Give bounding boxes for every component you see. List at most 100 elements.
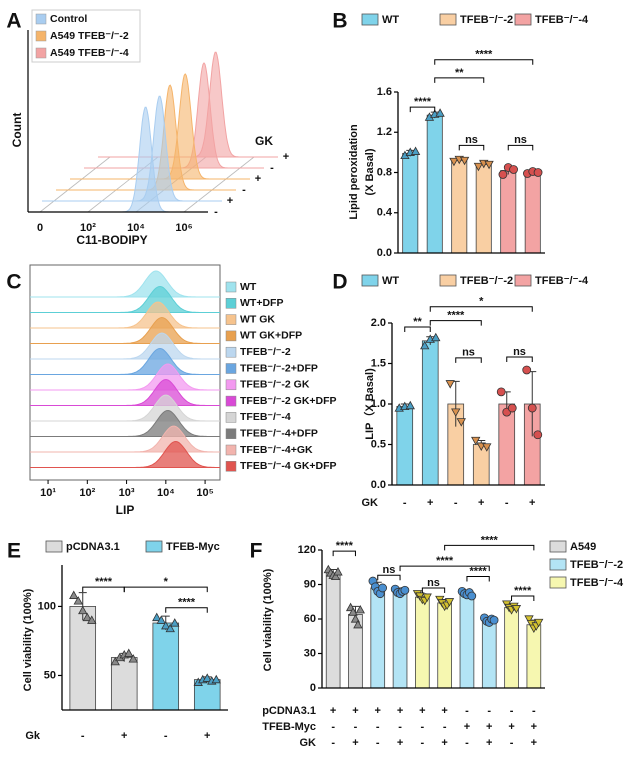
significance-bracket xyxy=(466,575,490,582)
legend-swatch xyxy=(361,13,379,26)
x-tick-label: 10⁴ xyxy=(157,487,175,499)
data-point xyxy=(496,387,506,397)
significance-bracket xyxy=(434,77,485,83)
panel-letter: E xyxy=(7,540,21,563)
data-point xyxy=(435,108,445,117)
data-point xyxy=(78,605,88,615)
data-point xyxy=(482,443,492,452)
data-point xyxy=(353,619,363,629)
ridge-curve xyxy=(30,316,220,344)
row-mark: + xyxy=(464,721,470,733)
bar xyxy=(152,622,180,711)
bar xyxy=(426,114,443,254)
data-point xyxy=(202,673,212,682)
ridge-curve xyxy=(30,363,220,391)
row-mark: - xyxy=(465,737,469,749)
y-tick-label: 0.5 xyxy=(371,438,386,450)
legend-swatch xyxy=(549,540,567,553)
significance-bracket xyxy=(377,574,401,581)
significance-label: **** xyxy=(178,597,196,609)
ridge-curve xyxy=(30,409,220,437)
data-point xyxy=(498,170,508,179)
data-point xyxy=(128,654,138,663)
data-point xyxy=(471,436,481,446)
row-mark: - xyxy=(403,497,407,509)
y-tick-label: 120 xyxy=(298,544,316,556)
legend-label: WT xyxy=(240,281,257,293)
legend-label: WT+DFP xyxy=(240,297,283,309)
y-tick-label: 90 xyxy=(304,578,316,590)
significance-bracket xyxy=(399,565,490,572)
legend-label: A549 TFEB⁻/⁻-4 xyxy=(50,47,129,59)
row-mark: - xyxy=(465,705,469,717)
x-tick-label: 10⁶ xyxy=(175,222,192,234)
data-point xyxy=(165,623,175,633)
data-point xyxy=(449,157,459,167)
row-mark: + xyxy=(121,730,127,742)
row-mark: + xyxy=(531,737,537,749)
y-axis-label: Count xyxy=(10,113,24,148)
legend-label: TFEB⁻/⁻-2 xyxy=(460,14,513,26)
legend-swatch xyxy=(225,461,237,472)
significance-bracket xyxy=(507,144,534,151)
legend-swatch xyxy=(35,13,47,25)
ridge-curve xyxy=(30,270,220,298)
data-point xyxy=(161,620,171,630)
row-mark: - xyxy=(81,730,85,742)
data-point xyxy=(156,615,166,624)
data-point xyxy=(467,591,477,601)
significance-label: ns xyxy=(465,134,478,146)
row-mark: - xyxy=(421,737,425,749)
y-tick-label: 0.8 xyxy=(377,166,392,178)
significance-label: **** xyxy=(475,49,493,61)
data-point xyxy=(473,162,484,172)
y-tick-label: 0.4 xyxy=(377,207,393,219)
data-point xyxy=(534,618,544,628)
legend-label: TFEB⁻/⁻-2 xyxy=(460,275,513,287)
bar xyxy=(524,172,541,254)
bar xyxy=(526,624,542,689)
significance-label: **** xyxy=(514,585,532,597)
data-point xyxy=(69,590,79,599)
row-mark: - xyxy=(487,705,491,717)
z-tick-label: - xyxy=(242,184,246,196)
data-point xyxy=(330,571,341,581)
y-tick-label: 30 xyxy=(304,647,316,659)
legend-label: A549 TFEB⁻/⁻-2 xyxy=(50,30,129,42)
row-label: TFEB-Myc xyxy=(262,721,316,733)
row-mark: + xyxy=(397,737,403,749)
legend-swatch xyxy=(145,540,163,553)
legend-swatch xyxy=(361,274,379,287)
bar xyxy=(325,572,341,689)
row-mark: - xyxy=(376,721,380,733)
legend-swatch xyxy=(225,281,237,293)
data-point xyxy=(378,583,387,593)
significance-bracket xyxy=(404,326,431,333)
z-tick-label: - xyxy=(214,206,218,218)
bar xyxy=(459,593,475,689)
bar xyxy=(451,160,468,254)
ridge-curve xyxy=(30,347,220,375)
legend-label: WT xyxy=(382,275,399,287)
significance-label: ** xyxy=(413,316,422,328)
row-mark: + xyxy=(397,705,403,717)
y-tick-label: 1.6 xyxy=(377,86,392,98)
data-point xyxy=(152,612,162,622)
data-point xyxy=(533,168,543,177)
row-label: GK xyxy=(362,497,379,509)
legend-label: TFEB⁻/⁻-4 GK+DFP xyxy=(240,460,337,472)
z-tick-label: + xyxy=(255,173,261,185)
legend-label: TFEB⁻/⁻-2 GK xyxy=(240,379,310,391)
x-tick-label: 10² xyxy=(80,222,96,234)
significance-bracket xyxy=(421,587,446,593)
data-point xyxy=(87,615,97,624)
x-tick-label: 10² xyxy=(79,487,95,499)
row-mark: + xyxy=(486,721,492,733)
legend-swatch xyxy=(225,428,237,439)
row-mark: - xyxy=(510,705,514,717)
significance-label: ns xyxy=(513,346,526,358)
row-mark: - xyxy=(376,737,380,749)
bar xyxy=(475,164,492,254)
significance-label: ns xyxy=(382,564,395,576)
